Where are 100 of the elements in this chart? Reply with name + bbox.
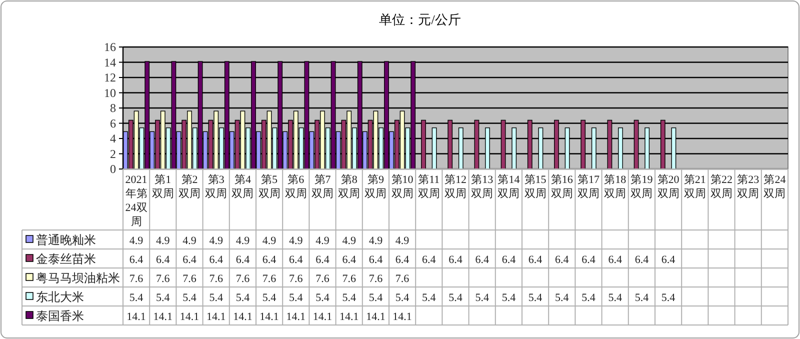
data-label: 6.4 [661,254,676,266]
data-label: 14.1 [286,311,306,323]
data-label: 6.4 [262,254,277,266]
x-tick-label: 第3双周 [205,174,228,200]
data-label: 6.4 [502,254,516,266]
data-label: 5.4 [555,292,570,304]
data-label: 5.4 [316,292,330,304]
x-tick-label: 2021年第24双周 [125,174,148,228]
data-label: 6.4 [634,254,650,266]
y-tick-label: 8 [110,101,116,115]
data-label: 5.4 [608,292,622,304]
data-label: 6.4 [342,254,356,266]
y-tick-label: 10 [104,86,116,100]
data-label: 14.1 [392,311,412,323]
data-label: 7.6 [236,273,250,285]
data-label: 4.9 [182,235,197,247]
data-label: 6.4 [608,254,622,266]
data-label: 14.1 [153,311,173,323]
data-label: 6.4 [236,254,250,266]
data-label: 5.4 [528,292,543,304]
legend-label: 粤马马坝油粘米 [36,271,120,285]
x-tick-label: 第23双周 [737,174,760,200]
data-label: 7.6 [129,273,144,285]
y-tick-label: 2 [110,146,116,161]
data-label: 7.6 [209,273,224,285]
data-label: 7.6 [182,273,197,285]
data-label: 5.4 [634,292,650,304]
x-tick-label: 第11双周 [418,174,440,200]
x-tick-label: 第10双周 [391,174,414,200]
x-tick-label: 第8双周 [338,174,360,200]
data-label: 7.6 [342,273,356,285]
data-label: 14.1 [312,311,332,323]
data-label: 5.4 [502,292,516,304]
data-label: 6.4 [129,254,144,266]
x-tick-label: 第19双周 [630,174,654,200]
x-tick-label: 第2双周 [178,174,200,200]
data-label: 4.9 [342,235,356,247]
data-label: 6.4 [368,254,384,266]
legend-label: 东北大米 [36,290,84,304]
data-label: 7.6 [316,273,330,285]
data-label: 6.4 [182,254,197,266]
y-tick-label: 6 [110,116,116,130]
x-tick-label: 第22双周 [710,174,732,200]
x-tick-label: 第12双周 [444,174,466,200]
y-tick-label: 16 [104,40,116,54]
data-label: 4.9 [236,235,250,247]
y-tick-label: 0 [110,162,116,176]
data-label: 6.4 [209,254,224,266]
data-label: 5.4 [236,292,250,304]
data-label: 4.9 [316,235,330,247]
x-tick-label: 第14双周 [498,174,520,200]
data-label: 6.4 [448,254,463,266]
data-label: 6.4 [422,254,436,266]
data-label: 6.4 [289,254,304,266]
x-tick-label: 第24双周 [764,174,786,200]
data-label: 5.4 [368,292,384,304]
data-label: 14.1 [233,311,252,323]
data-label: 6.4 [582,254,596,266]
x-tick-label: 第4双周 [232,174,254,200]
data-label: 14.1 [206,311,226,323]
x-tick-label: 第7双周 [312,174,334,200]
data-label: 14.1 [339,311,359,323]
chart-title: 单位：元/公斤 [379,12,461,27]
x-tick-label: 第20双周 [657,174,680,200]
data-label: 14.1 [180,311,200,323]
x-tick-label: 第9双周 [364,174,387,200]
x-tick-label: 第5双周 [258,174,280,200]
data-label: 14.1 [366,311,386,323]
data-label: 7.6 [368,273,384,285]
data-label: 5.4 [422,292,436,304]
legend-label: 普通晚籼米 [36,233,96,247]
data-label: 5.4 [475,292,490,304]
data-label: 5.4 [289,292,304,304]
data-label: 5.4 [182,292,197,304]
x-tick-label: 第16双周 [550,174,574,200]
data-label: 5.4 [661,292,676,304]
data-label: 7.6 [262,273,277,285]
x-tick-label: 第21双周 [684,174,706,200]
x-tick-label: 第17双周 [578,174,600,200]
data-label: 6.4 [156,254,170,266]
data-label: 4.9 [209,235,224,247]
data-label: 4.9 [395,235,410,247]
data-label: 4.9 [129,235,144,247]
data-label: 5.4 [129,292,144,304]
data-label: 5.4 [395,292,410,304]
data-label: 6.4 [528,254,543,266]
data-label: 6.4 [395,254,410,266]
data-label: 4.9 [262,235,277,247]
x-tick-label: 第15双周 [524,174,547,200]
y-tick-label: 14 [104,55,116,70]
data-label: 5.4 [448,292,463,304]
data-label: 7.6 [395,273,410,285]
data-label: 5.4 [262,292,277,304]
data-label: 14.1 [260,311,279,323]
x-tick-label: 第13双周 [471,174,494,200]
data-label: 6.4 [316,254,330,266]
data-label: 14.1 [126,311,146,323]
data-label: 5.4 [209,292,224,304]
data-label: 7.6 [156,273,170,285]
data-label: 5.4 [342,292,356,304]
